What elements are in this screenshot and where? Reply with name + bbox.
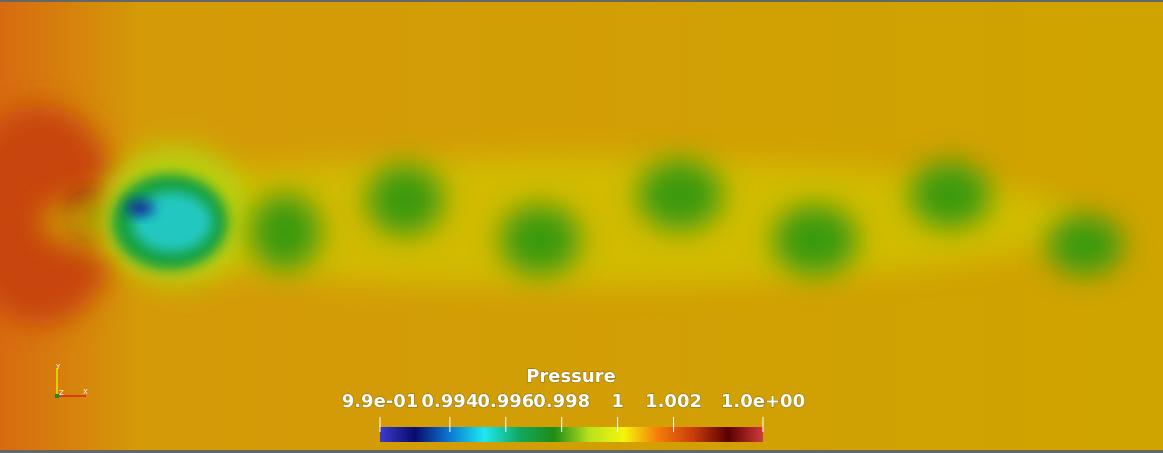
bottom-border <box>0 450 1163 453</box>
colorbar-tick-label: 1.0e+00 <box>721 391 805 412</box>
pressure-field <box>0 105 1123 325</box>
colorbar-tick-label: 0.998 <box>533 391 590 412</box>
z-axis-arrow <box>55 394 59 398</box>
colorbar-tick-label: 1 <box>611 391 624 412</box>
colorbar-tick-label: 0.994 <box>421 391 478 412</box>
x-axis-label: X <box>83 388 88 396</box>
colorbar-tick-label: 1.002 <box>645 391 702 412</box>
orientation-axes: Y Z X <box>55 363 88 398</box>
colorbar-tick-label: 9.9e-01 <box>342 391 419 412</box>
colorbar-tick-label: 0.996 <box>477 391 534 412</box>
top-border <box>0 0 1163 2</box>
colorbar-title: Pressure <box>526 366 616 387</box>
y-axis-label: Y <box>55 363 61 371</box>
colorbar <box>380 427 763 442</box>
z-axis-label: Z <box>59 389 64 397</box>
